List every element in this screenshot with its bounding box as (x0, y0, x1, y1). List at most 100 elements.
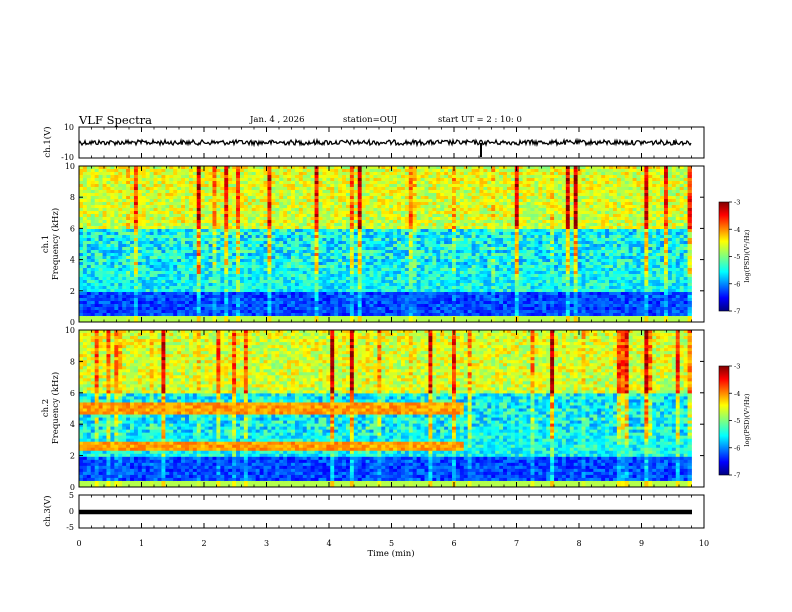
heatmap-cell (251, 208, 257, 212)
heatmap-cell (126, 205, 131, 209)
heatmap-cell (247, 286, 253, 290)
heatmap-cell (275, 268, 280, 272)
heatmap-cell (385, 289, 390, 293)
heatmap-cell (188, 304, 194, 308)
heatmap-cell (291, 307, 296, 311)
heatmap-cell (444, 172, 449, 176)
heatmap-cell (400, 166, 406, 170)
heatmap-cell (122, 250, 127, 254)
heatmap-cell (196, 259, 202, 263)
heatmap-cell (298, 301, 304, 305)
heatmap-cell (220, 265, 225, 269)
heatmap-cell (432, 250, 437, 254)
heatmap-cell (82, 259, 88, 263)
heatmap-cell (353, 232, 359, 236)
heatmap-cell (444, 196, 449, 200)
heatmap-cell (330, 250, 335, 254)
heatmap-cell (192, 196, 198, 200)
heatmap-cell (141, 250, 147, 254)
heatmap-cell (110, 289, 115, 293)
heatmap-cell (302, 223, 308, 227)
heatmap-cell (408, 307, 414, 311)
heatmap-cell (318, 310, 323, 314)
heatmap-cell (424, 238, 429, 242)
heatmap-cell (228, 181, 233, 185)
heatmap-cell (291, 172, 296, 176)
heatmap-cell (232, 202, 237, 206)
heatmap-cell (126, 247, 131, 251)
heatmap-cell (373, 274, 378, 278)
heatmap-cell (106, 262, 111, 266)
heatmap-cell (314, 175, 319, 179)
heatmap-cell (157, 250, 162, 254)
heatmap-cell (400, 181, 406, 185)
heatmap-cell (149, 277, 154, 281)
heatmap-cell (220, 262, 225, 266)
heatmap-cell (236, 229, 241, 233)
heatmap-cell (232, 274, 237, 278)
heatmap-cell (212, 253, 217, 257)
heatmap-cell (169, 289, 174, 293)
heatmap-cell (192, 202, 198, 206)
heatmap-cell (208, 235, 213, 239)
heatmap-cell (420, 235, 425, 239)
heatmap-cell (263, 262, 268, 266)
heatmap-cell (126, 313, 131, 317)
heatmap-cell (102, 187, 107, 191)
heatmap-cell (408, 247, 414, 251)
heatmap-cell (192, 181, 198, 185)
heatmap-cell (216, 223, 221, 227)
heatmap-cell (94, 313, 100, 317)
heatmap-cell (126, 229, 131, 233)
heatmap-cell (236, 178, 241, 182)
heatmap-cell (291, 253, 296, 257)
heatmap-cell (255, 172, 261, 176)
heatmap-cell (204, 175, 209, 179)
heatmap-cell (239, 268, 245, 272)
heatmap-cell (243, 196, 249, 200)
heatmap-cell (326, 268, 331, 272)
heatmap-cell (122, 238, 127, 242)
heatmap-cell (224, 217, 229, 221)
heatmap-cell (416, 250, 421, 254)
heatmap-cell (263, 202, 268, 206)
heatmap-cell (220, 187, 225, 191)
heatmap-cell (357, 271, 363, 275)
heatmap-cell (126, 271, 131, 275)
heatmap-cell (314, 220, 319, 224)
heatmap-cell (259, 232, 264, 236)
heatmap-cell (122, 265, 127, 269)
heatmap-cell (86, 166, 92, 170)
heatmap-cell (79, 169, 84, 173)
heatmap-cell (298, 241, 304, 245)
heatmap-cell (224, 292, 229, 296)
heatmap-cell (424, 193, 429, 197)
heatmap-cell (188, 241, 194, 245)
heatmap-cell (196, 310, 202, 314)
heatmap-cell (228, 244, 233, 248)
heatmap-cell (318, 211, 323, 215)
heatmap-cell (306, 310, 312, 314)
heatmap-cell (177, 196, 182, 200)
heatmap-cell (326, 274, 331, 278)
heatmap-cell (224, 232, 229, 236)
heatmap-cell (330, 175, 335, 179)
heatmap-cell (239, 187, 245, 191)
heatmap-cell (263, 265, 268, 269)
heatmap-cell (251, 202, 257, 206)
heatmap-cell (452, 211, 457, 215)
heatmap-cell (130, 205, 135, 209)
heatmap-cell (90, 199, 96, 203)
heatmap-cell (145, 238, 151, 242)
heatmap-cell (389, 190, 394, 194)
heatmap-cell (385, 196, 390, 200)
heatmap-cell (118, 310, 123, 314)
heatmap-cell (141, 262, 147, 266)
heatmap-cell (239, 253, 245, 257)
heatmap-cell (275, 178, 280, 182)
heatmap-cell (204, 232, 209, 236)
heatmap-cell (397, 232, 402, 236)
heatmap-cell (314, 199, 319, 203)
heatmap-cell (133, 310, 139, 314)
heatmap-cell (294, 247, 300, 251)
